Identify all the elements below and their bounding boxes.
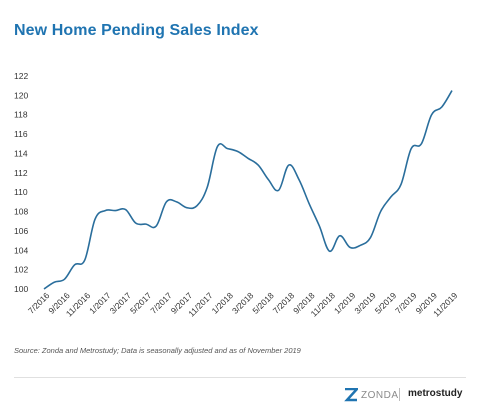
x-tick-label: 5/2018 bbox=[250, 290, 276, 316]
x-tick-label: 7/2019 bbox=[393, 290, 419, 316]
x-tick-label: 7/2016 bbox=[26, 290, 52, 316]
y-tick-label: 106 bbox=[14, 226, 28, 236]
x-tick-label: 7/2017 bbox=[148, 290, 174, 316]
y-tick-label: 102 bbox=[14, 265, 28, 275]
plot-area bbox=[43, 90, 453, 290]
x-tick-label: 1/2017 bbox=[87, 290, 113, 316]
x-tick-label: 5/2017 bbox=[128, 290, 154, 316]
x-axis: 7/20169/201611/20161/20173/20175/20177/2… bbox=[26, 290, 460, 319]
x-tick-label: 1/2018 bbox=[210, 290, 236, 316]
y-tick-label: 104 bbox=[14, 245, 28, 255]
zonda-logo: ZONDA bbox=[344, 386, 399, 404]
chart-title: New Home Pending Sales Index bbox=[14, 22, 259, 39]
x-tick-label: 1/2019 bbox=[332, 290, 358, 316]
y-tick-label: 110 bbox=[14, 187, 28, 197]
y-tick-label: 114 bbox=[14, 148, 28, 158]
x-tick-label: 7/2018 bbox=[271, 290, 297, 316]
y-tick-label: 122 bbox=[14, 71, 28, 81]
metrostudy-logo: metrostudy bbox=[408, 388, 463, 399]
series-line bbox=[43, 90, 453, 290]
logo-divider bbox=[399, 388, 400, 401]
source-note: Source: Zonda and Metrostudy; Data is se… bbox=[14, 346, 301, 355]
y-tick-label: 108 bbox=[14, 207, 28, 217]
x-tick-label: 3/2017 bbox=[108, 290, 134, 316]
y-tick-label: 116 bbox=[14, 129, 28, 139]
y-tick-label: 100 bbox=[14, 284, 28, 294]
y-tick-label: 112 bbox=[14, 168, 28, 178]
y-axis: 100 102 104 106 108 110 112 114 116 118 120 122 bbox=[14, 71, 28, 294]
x-tick-label: 5/2019 bbox=[373, 290, 399, 316]
zonda-wordmark: ZONDA bbox=[361, 389, 399, 401]
footer-divider bbox=[14, 377, 466, 378]
x-tick-label: 3/2019 bbox=[352, 290, 378, 316]
y-tick-label: 118 bbox=[14, 110, 28, 120]
zonda-z-icon bbox=[344, 388, 358, 402]
y-tick-label: 120 bbox=[14, 90, 28, 100]
x-tick-label: 3/2018 bbox=[230, 290, 256, 316]
